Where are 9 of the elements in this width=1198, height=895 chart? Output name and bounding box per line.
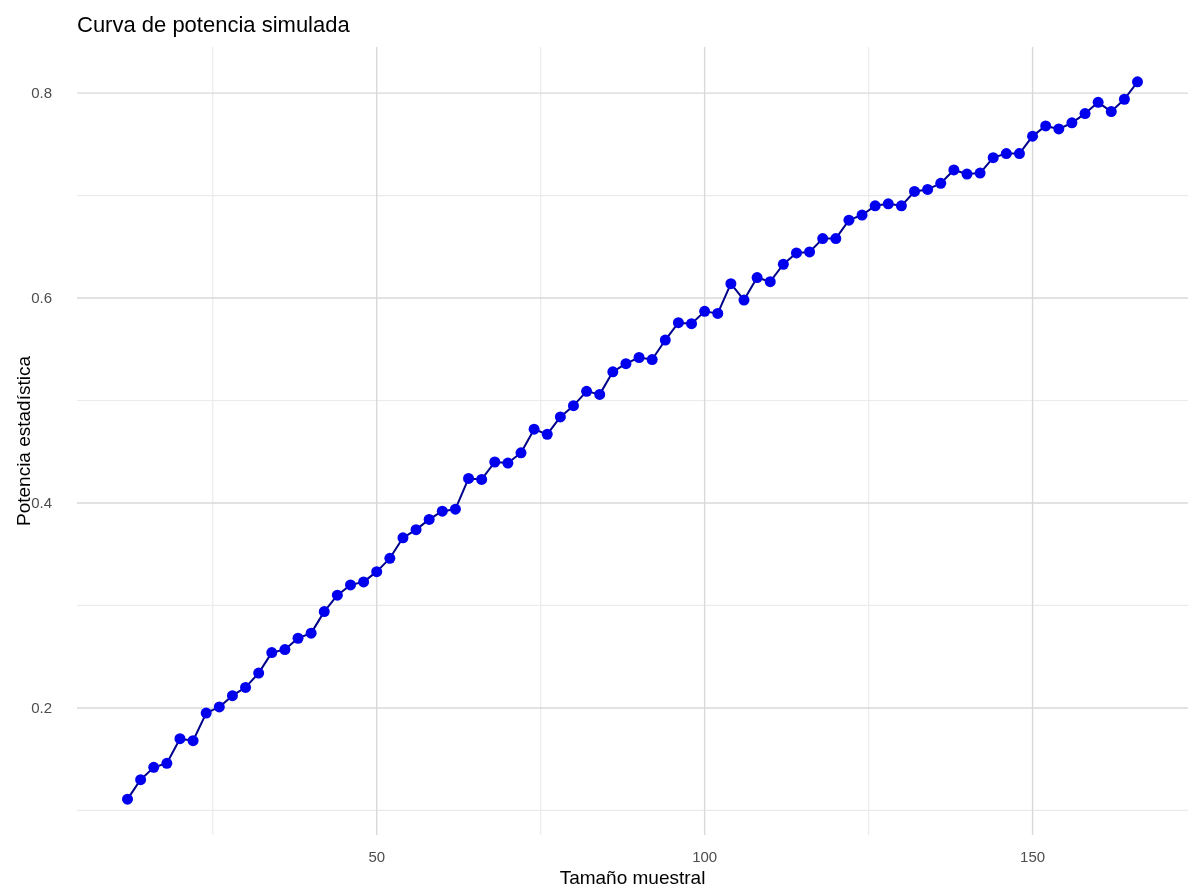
y-tick-label: 0.4 [31,494,52,512]
y-tick-label: 0.6 [31,289,52,307]
x-tick-label: 100 [692,848,718,865]
y-tick-label: 0.8 [31,84,52,102]
x-tick-label: 50 [368,848,386,865]
y-tick-label: 0.2 [31,699,52,717]
chart-title: Curva de potencia simulada [77,12,351,37]
x-tick-label: 150 [1020,848,1046,865]
x-axis-title: Tamaño muestral [559,867,706,888]
